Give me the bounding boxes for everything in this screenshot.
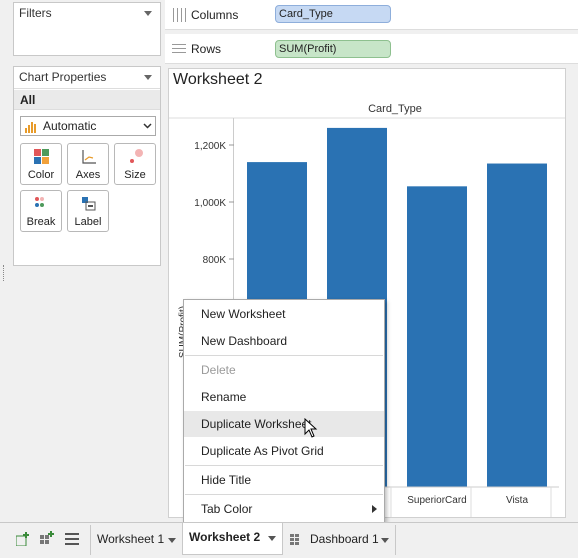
- dashboard-icon: [290, 534, 299, 545]
- tab-menu-caret-icon[interactable]: [168, 538, 176, 543]
- y-tick-label: 1,200K: [194, 141, 226, 152]
- menu-separator: [185, 494, 383, 495]
- filters-header: Filters: [14, 3, 160, 25]
- menu-item-delete: Delete: [201, 363, 236, 377]
- columns-shelf: Columns Card_Type: [165, 0, 578, 30]
- tab-context-menu: New Worksheet New Dashboard Delete Renam…: [183, 299, 385, 523]
- break-button-label: Break: [26, 216, 56, 228]
- tab-label: Worksheet 2: [189, 530, 261, 544]
- chart-properties-title: Chart Properties: [19, 70, 107, 84]
- x-category-label: SuperiorCard: [407, 495, 466, 506]
- show-sheet-sorter-icon[interactable]: [65, 533, 79, 545]
- filters-card: Filters: [13, 2, 161, 56]
- mark-type-value: Automatic: [43, 119, 97, 133]
- axes-button-label: Axes: [75, 169, 101, 181]
- mouse-cursor-icon: [304, 418, 318, 438]
- menu-item-duplicate-worksheet[interactable]: Duplicate Worksheet: [184, 411, 384, 437]
- bar: [407, 186, 467, 487]
- break-icon: [35, 197, 44, 207]
- label-button-label: Label: [74, 216, 102, 228]
- x-category-label: Vista: [506, 495, 528, 506]
- marks-selector-all: All: [20, 93, 36, 107]
- left-pane-resize-handle[interactable]: [3, 265, 7, 281]
- submenu-arrow-icon: [372, 505, 377, 513]
- color-button-label: Color: [27, 169, 55, 181]
- rows-pill[interactable]: SUM(Profit): [275, 40, 391, 58]
- label-button[interactable]: Label: [67, 190, 109, 232]
- size-button[interactable]: Size: [114, 143, 156, 185]
- chevron-down-icon: [143, 123, 152, 129]
- rows-grip-icon: [172, 44, 186, 53]
- chart-properties-caret-icon[interactable]: [144, 75, 152, 80]
- tab-label: Worksheet 1: [97, 532, 165, 546]
- y-tick-label: 800K: [203, 255, 227, 266]
- menu-separator: [185, 355, 383, 356]
- new-dashboard-icon[interactable]: [40, 531, 55, 546]
- tab-worksheet-1[interactable]: Worksheet 1: [90, 525, 183, 555]
- menu-item-new-worksheet[interactable]: New Worksheet: [201, 307, 286, 321]
- columns-label: Columns: [191, 8, 239, 22]
- menu-item-new-dashboard[interactable]: New Dashboard: [201, 334, 288, 348]
- axes-button[interactable]: Axes: [67, 143, 109, 185]
- tab-dashboard-1[interactable]: Dashboard 1: [284, 525, 396, 555]
- bar: [487, 163, 547, 487]
- new-worksheet-icon[interactable]: [16, 532, 30, 546]
- size-button-label: Size: [124, 169, 146, 181]
- tab-worksheet-2[interactable]: Worksheet 2: [182, 523, 283, 555]
- tab-menu-caret-icon[interactable]: [268, 536, 276, 541]
- bar-chart-icon: [25, 122, 36, 133]
- axes-icon: [82, 150, 96, 164]
- menu-item-tab-color[interactable]: Tab Color: [201, 502, 253, 516]
- filters-label: Filters: [19, 6, 52, 20]
- label-icon: [82, 197, 96, 211]
- size-icon: [130, 149, 143, 163]
- menu-item-duplicate-as-pivot-grid[interactable]: Duplicate As Pivot Grid: [201, 444, 324, 458]
- tab-menu-caret-icon[interactable]: [381, 538, 389, 543]
- chart-properties-header: Chart Properties: [14, 67, 160, 89]
- sheet-tab-bar: Worksheet 1 Worksheet 2 Dashboard 1: [0, 522, 578, 558]
- mark-type-dropdown[interactable]: Automatic: [20, 116, 156, 136]
- filters-menu-caret-icon[interactable]: [144, 11, 152, 16]
- tab-label: Dashboard 1: [310, 532, 379, 546]
- y-tick-label: 1,000K: [194, 198, 226, 209]
- rows-shelf: Rows SUM(Profit): [165, 34, 578, 64]
- chart-properties-card: Chart Properties All Automatic Color Axe…: [13, 66, 161, 266]
- columns-grip-icon: [173, 8, 186, 22]
- break-button[interactable]: Break: [20, 190, 62, 232]
- rows-label: Rows: [191, 42, 222, 56]
- menu-item-hide-title[interactable]: Hide Title: [201, 473, 252, 487]
- column-header-label: Card_Type: [368, 103, 422, 115]
- worksheet-title: Worksheet 2: [173, 71, 263, 88]
- marks-selector-row[interactable]: All: [14, 90, 160, 110]
- menu-separator: [185, 465, 383, 466]
- menu-item-rename[interactable]: Rename: [201, 390, 247, 404]
- columns-pill[interactable]: Card_Type: [275, 5, 391, 23]
- color-icon: [34, 149, 49, 164]
- color-button[interactable]: Color: [20, 143, 62, 185]
